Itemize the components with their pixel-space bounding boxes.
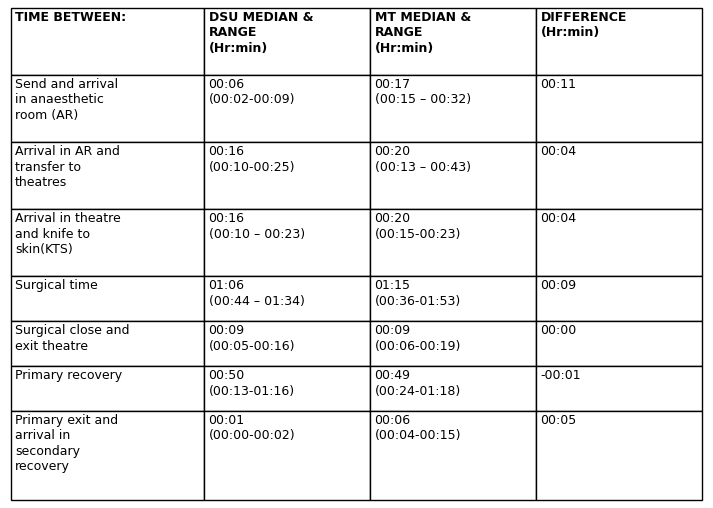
Text: TIME BETWEEN:: TIME BETWEEN: [15, 11, 126, 24]
Bar [536, 209, 702, 276]
Bar [11, 8, 205, 75]
Text: Arrival in AR and
transfer to
theatres: Arrival in AR and transfer to theatres [15, 145, 120, 189]
Text: -00:01: -00:01 [540, 369, 581, 382]
Bar [536, 8, 702, 75]
Text: MT MEDIAN &
RANGE
(Hr:min): MT MEDIAN & RANGE (Hr:min) [374, 11, 471, 55]
Text: Primary exit and
arrival in
secondary
recovery: Primary exit and arrival in secondary re… [15, 414, 118, 473]
Text: DIFFERENCE
(Hr:min): DIFFERENCE (Hr:min) [540, 11, 627, 39]
Text: Primary recovery: Primary recovery [15, 369, 122, 382]
Bar [370, 276, 536, 321]
Text: Send and arrival
in anaesthetic
room (AR): Send and arrival in anaesthetic room (AR… [15, 78, 118, 122]
Text: 00:16
(00:10 – 00:23): 00:16 (00:10 – 00:23) [209, 212, 304, 241]
Text: 00:04: 00:04 [540, 145, 577, 158]
Bar [11, 209, 205, 276]
Text: 00:06
(00:02-00:09): 00:06 (00:02-00:09) [209, 78, 295, 106]
Bar [11, 411, 205, 500]
Text: DSU MEDIAN &
RANGE
(Hr:min): DSU MEDIAN & RANGE (Hr:min) [209, 11, 313, 55]
Text: 00:09
(00:05-00:16): 00:09 (00:05-00:16) [209, 324, 295, 353]
Bar [536, 321, 702, 366]
Bar [370, 75, 536, 142]
Text: 00:50
(00:13-01:16): 00:50 (00:13-01:16) [209, 369, 294, 398]
Bar [205, 8, 370, 75]
Text: 00:20
(00:13 – 00:43): 00:20 (00:13 – 00:43) [374, 145, 471, 174]
Bar [11, 366, 205, 411]
Text: Surgical close and
exit theatre: Surgical close and exit theatre [15, 324, 130, 353]
Bar [370, 142, 536, 209]
Text: Arrival in theatre
and knife to
skin(KTS): Arrival in theatre and knife to skin(KTS… [15, 212, 120, 256]
Bar [11, 75, 205, 142]
Bar [536, 75, 702, 142]
Bar [370, 366, 536, 411]
Bar [370, 411, 536, 500]
Text: 00:05: 00:05 [540, 414, 577, 427]
Text: 00:01
(00:00-00:02): 00:01 (00:00-00:02) [209, 414, 295, 442]
Text: 00:17
(00:15 – 00:32): 00:17 (00:15 – 00:32) [374, 78, 471, 106]
Text: 00:20
(00:15-00:23): 00:20 (00:15-00:23) [374, 212, 461, 241]
Bar [205, 75, 370, 142]
Bar [205, 366, 370, 411]
Bar [11, 321, 205, 366]
Bar [536, 142, 702, 209]
Bar [536, 411, 702, 500]
Bar [370, 8, 536, 75]
Bar [11, 142, 205, 209]
Bar [205, 209, 370, 276]
Text: 00:49
(00:24-01:18): 00:49 (00:24-01:18) [374, 369, 461, 398]
Text: 00:16
(00:10-00:25): 00:16 (00:10-00:25) [209, 145, 295, 174]
Text: 00:04: 00:04 [540, 212, 577, 225]
Bar [205, 411, 370, 500]
Text: 00:09
(00:06-00:19): 00:09 (00:06-00:19) [374, 324, 461, 353]
Bar [536, 276, 702, 321]
Bar [11, 276, 205, 321]
Bar [205, 276, 370, 321]
Text: 01:15
(00:36-01:53): 01:15 (00:36-01:53) [374, 279, 461, 308]
Text: 00:00: 00:00 [540, 324, 577, 337]
Bar [205, 142, 370, 209]
Text: 00:06
(00:04-00:15): 00:06 (00:04-00:15) [374, 414, 461, 442]
Bar [205, 321, 370, 366]
Bar [536, 366, 702, 411]
Text: 00:11: 00:11 [540, 78, 577, 91]
Bar [370, 321, 536, 366]
Bar [370, 209, 536, 276]
Text: 01:06
(00:44 – 01:34): 01:06 (00:44 – 01:34) [209, 279, 304, 308]
Text: 00:09: 00:09 [540, 279, 577, 293]
Text: Surgical time: Surgical time [15, 279, 98, 293]
